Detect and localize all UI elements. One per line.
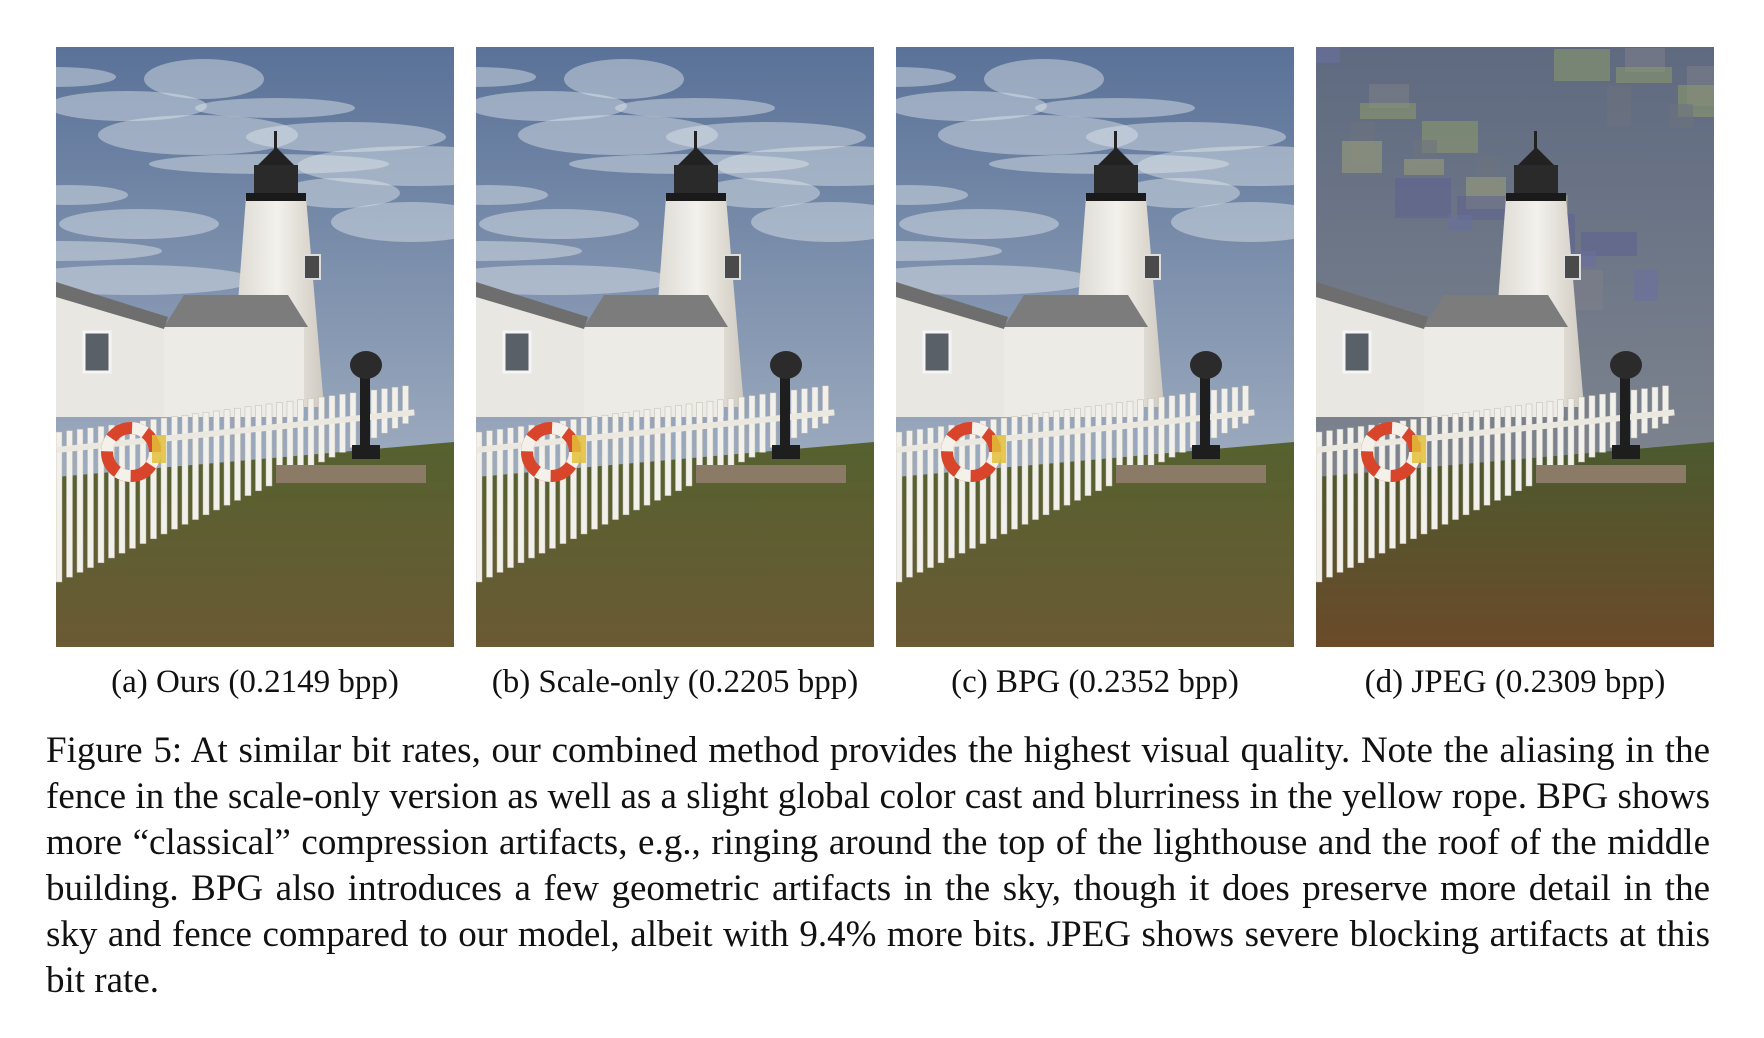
panel-d-image [1316,47,1714,647]
lighthouse-scene [56,47,454,647]
lighthouse-scene [1316,47,1714,647]
subfigure-captions: (a) Ours (0.2149 bpp) (b) Scale-only (0.… [56,660,1716,704]
figure-caption: Figure 5: At similar bit rates, our comb… [46,730,1710,1001]
panel-a-image [56,47,454,647]
lighthouse-scene [896,47,1294,647]
panel-c-caption: (c) BPG (0.2352 bpp) [951,664,1239,700]
panel-b-image [476,47,874,647]
lighthouse-scene [476,47,874,647]
panel-c-image [896,47,1294,647]
panel-a-caption: (a) Ours (0.2149 bpp) [111,664,399,700]
panel-b-caption: (b) Scale-only (0.2205 bpp) [491,664,859,700]
figure-panels [56,47,1716,647]
panel-d-caption: (d) JPEG (0.2309 bpp) [1364,664,1666,700]
